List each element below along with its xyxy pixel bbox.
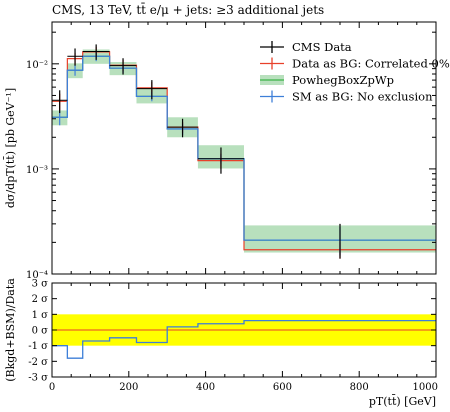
ratio-y-tick-label-5: -2 σ [28, 357, 48, 368]
ratio-y-tick-label-6: -3 σ [28, 373, 48, 384]
ratio-y-tick-label-1: 2 σ [32, 294, 49, 305]
main-y-tick-label-0: 10⁻⁴ [26, 270, 48, 281]
ratio-panel: 3 σ 2 σ 1 σ 0 σ -1 σ -2 σ -3 σ0 200 400 600 800 100… [28, 279, 438, 394]
ratio-x-tick-label-0: 0 [49, 382, 55, 393]
ratio-x-tick-label-5: 1000 [413, 382, 438, 393]
ratio-x-tick-label-2: 400 [196, 382, 215, 393]
legend-label-0: CMS Data [292, 40, 352, 54]
legend-label-3: SM as BG: No exclusion [292, 90, 433, 104]
main-y-tick-label-2: 10⁻² [26, 60, 48, 71]
cms-data-point-4 [136, 80, 168, 100]
main-y-axis-label: dσ/dpT(tt̄) [pb GeV⁻¹] [4, 88, 17, 208]
legend-label-1: Data as BG: Correlated 0% [292, 57, 450, 71]
axis-labels: CMS, 13 TeV, tt̄ e/μ + jets: ≥3 addition… [4, 1, 436, 408]
main-panel: 10⁻⁴ 10⁻³ 10⁻² [26, 21, 437, 281]
ratio-y-axis-label: (Bkgd+BSM)/Data [4, 278, 17, 382]
cms-data-point-3 [109, 58, 137, 75]
cms-data-point-1 [67, 48, 83, 66]
ratio-y-tick-label-2: 1 σ [32, 310, 49, 321]
ratio-y-tick-label-3: 0 σ [32, 326, 49, 337]
cms-data-point-6 [197, 147, 244, 174]
ratio-y-tick-label-4: -1 σ [28, 341, 48, 352]
x-axis-label: pT(tt̄) [GeV] [369, 395, 436, 408]
ratio-y-tick-label-0: 3 σ [32, 279, 49, 290]
ratio-x-tick-label-3: 600 [273, 382, 292, 393]
ratio-x-tick-label-1: 200 [119, 382, 138, 393]
legend-entry-3: SM as BG: No exclusion [260, 90, 433, 104]
cms-data-point-2 [82, 44, 110, 60]
legend-entry-2: PowhegBoxZpWp [260, 73, 394, 87]
ratio-x-tick-label-4: 800 [350, 382, 369, 393]
legend-entry-0: CMS Data [260, 40, 352, 54]
main-y-tick-label-1: 10⁻³ [26, 165, 48, 176]
legend: CMS Data Data as BG: Correlated 0% PowhegB… [260, 40, 450, 104]
legend-label-2: PowhegBoxZpWp [292, 73, 394, 87]
cms-data-point-0 [52, 90, 68, 114]
legend-entry-1: Data as BG: Correlated 0% [260, 57, 450, 71]
chart-title: CMS, 13 TeV, tt̄ e/μ + jets: ≥3 addition… [52, 1, 324, 17]
cms-data-point-5 [167, 118, 198, 138]
ratio-sm-as-bg-line [52, 319, 436, 359]
